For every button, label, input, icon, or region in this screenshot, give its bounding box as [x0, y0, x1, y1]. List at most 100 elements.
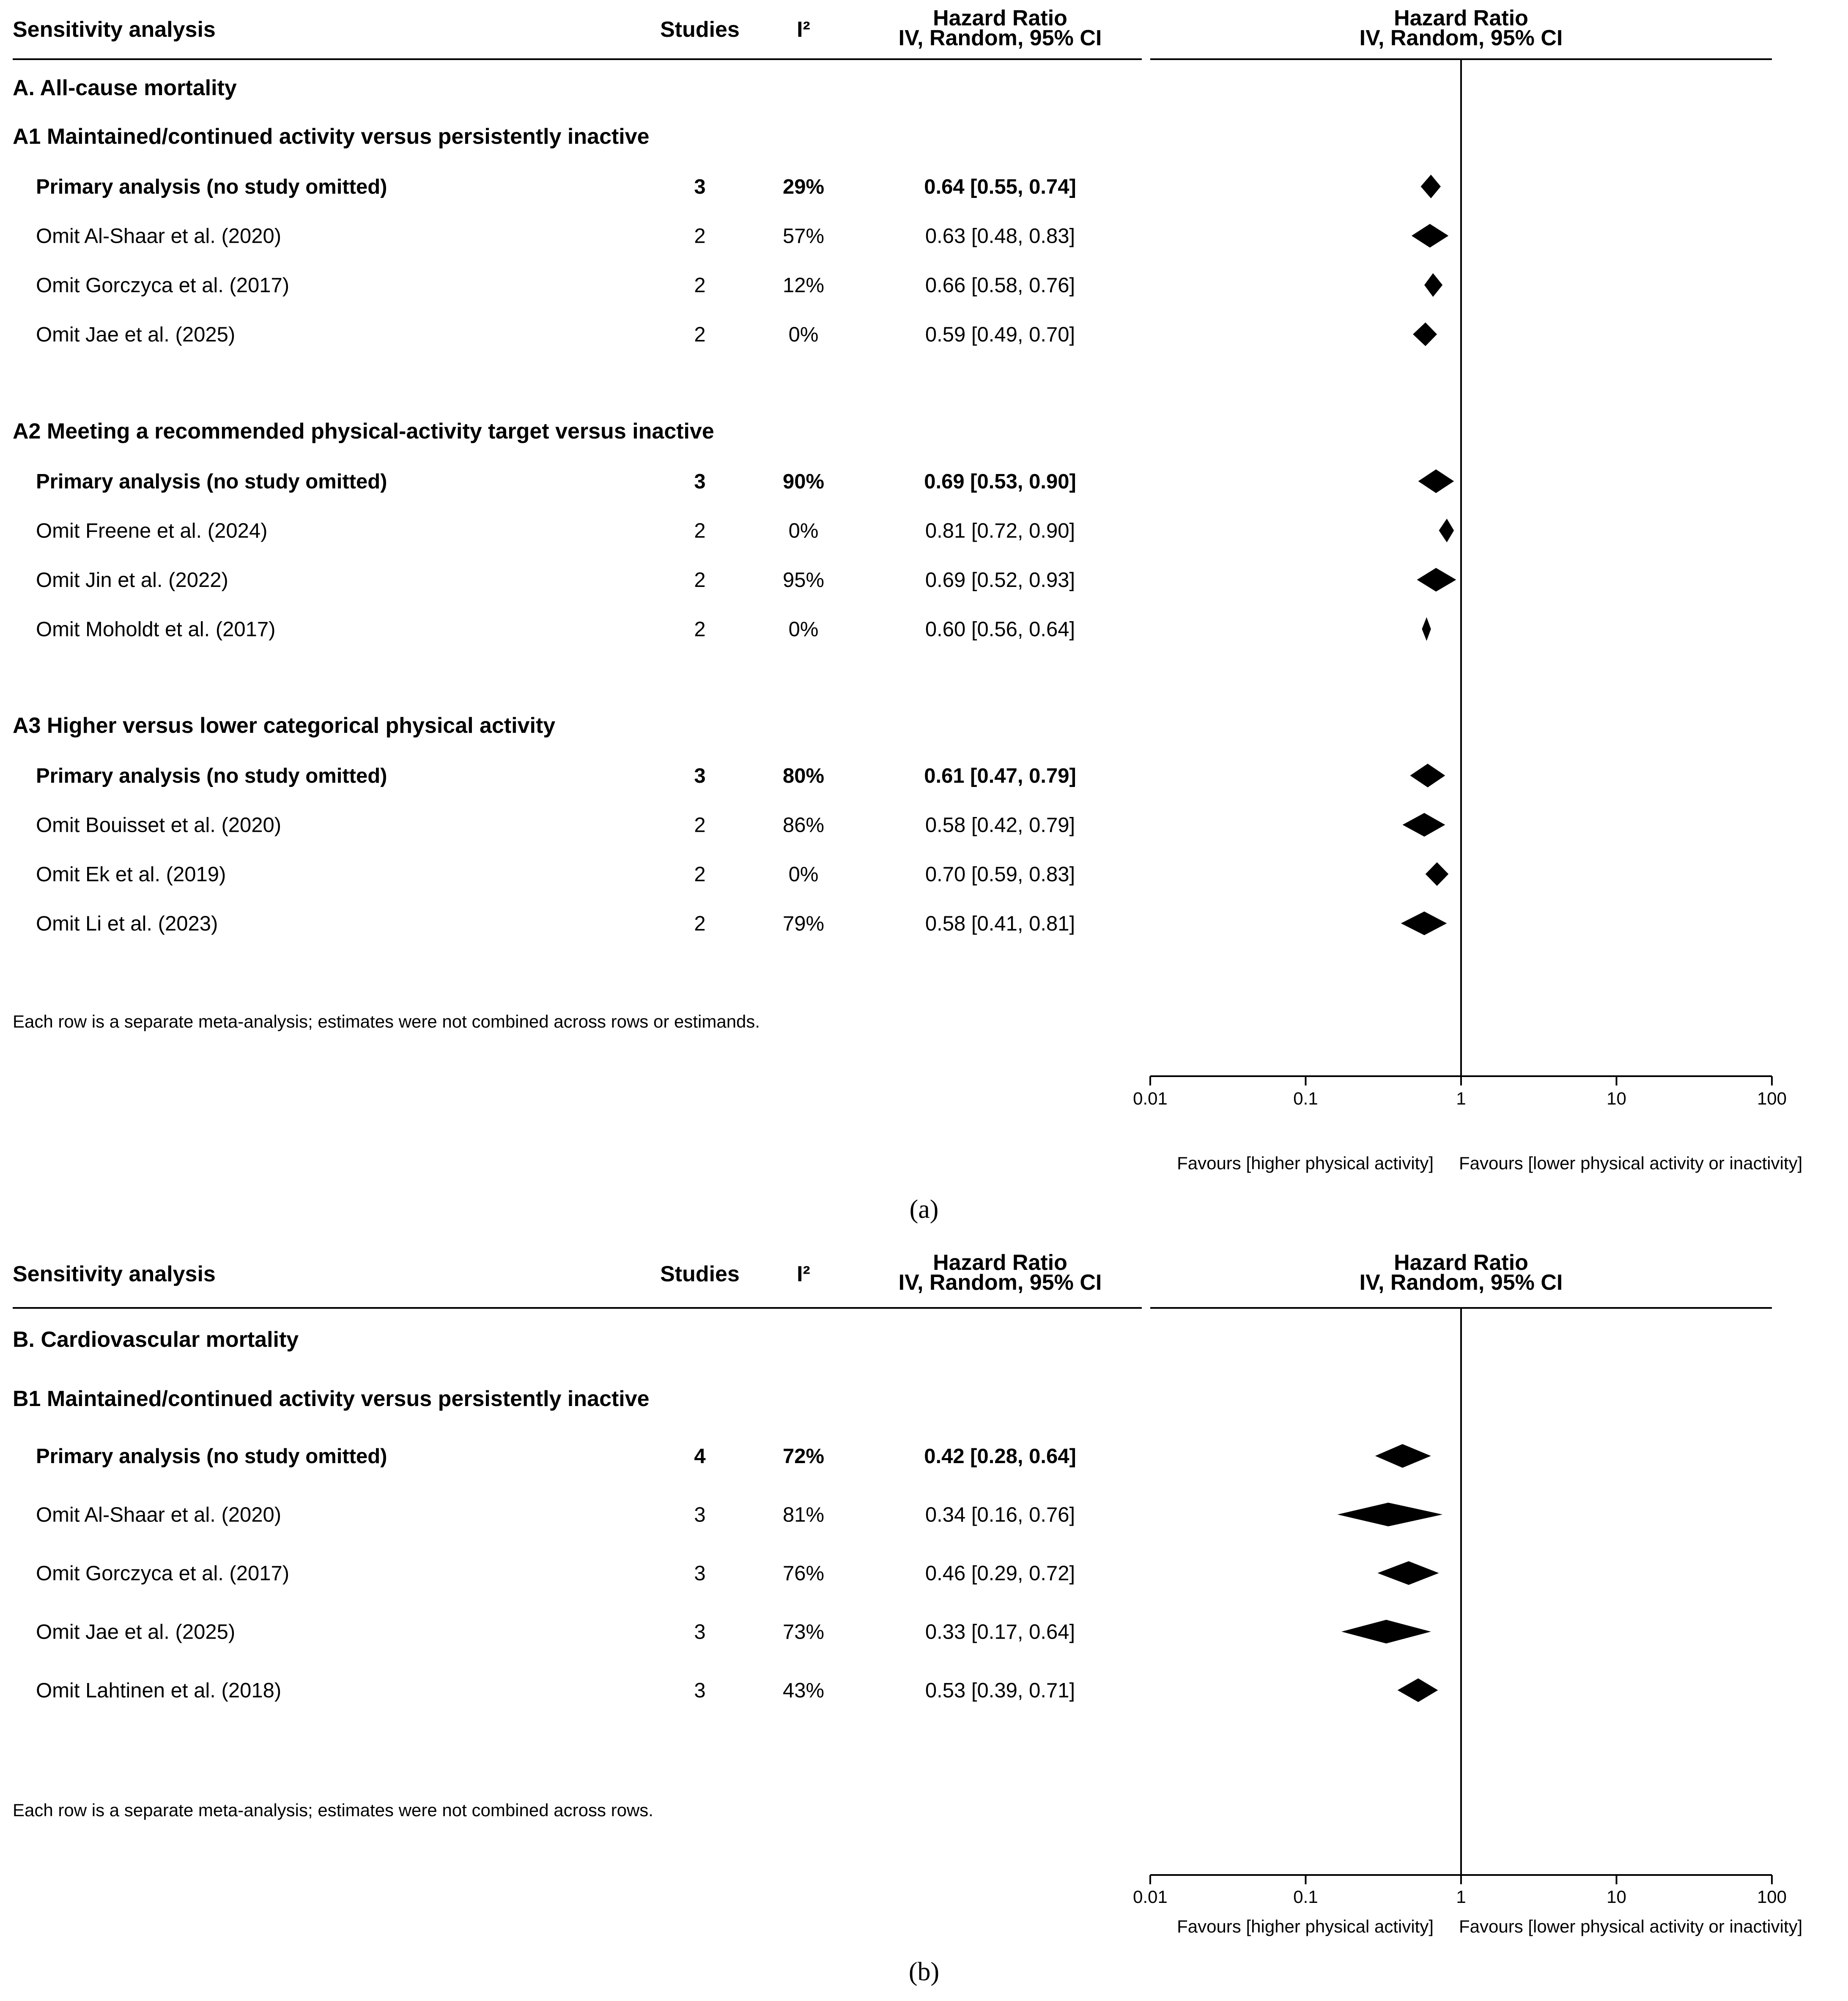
- row-studies-count: 2: [694, 323, 705, 346]
- row-studies-count: 2: [694, 225, 705, 248]
- column-header-i2: I²: [797, 17, 810, 42]
- favours-left-label: Favours [higher physical activity]: [1177, 1153, 1434, 1173]
- row-studies-count: 2: [694, 569, 705, 592]
- row-hazard-ratio-ci: 0.66 [0.58, 0.76]: [925, 274, 1075, 297]
- row-studies-count: 3: [694, 175, 705, 198]
- estimate-diamond: [1413, 322, 1437, 346]
- row-studies-count: 2: [694, 913, 705, 935]
- x-axis-tick-label: 0.1: [1293, 1088, 1318, 1108]
- row-studies-count: 3: [694, 765, 705, 787]
- row-i2-value: 81%: [783, 1504, 824, 1527]
- row-hazard-ratio-ci: 0.69 [0.53, 0.90]: [924, 470, 1076, 493]
- estimate-diamond: [1418, 469, 1454, 493]
- subgroup-title: A3 Higher versus lower categorical physi…: [13, 713, 555, 738]
- row-studies-count: 2: [694, 814, 705, 837]
- row-hazard-ratio-ci: 0.58 [0.41, 0.81]: [925, 913, 1075, 935]
- row-label: Omit Jae et al. (2025): [36, 323, 235, 346]
- row-label: Omit Freene et al. (2024): [36, 520, 267, 543]
- row-label: Omit Ek et al. (2019): [36, 863, 226, 886]
- row-hazard-ratio-ci: 0.64 [0.55, 0.74]: [924, 175, 1076, 198]
- x-axis-tick-label: 100: [1757, 1887, 1787, 1907]
- plot-header-line1: Hazard Ratio: [1394, 6, 1528, 30]
- row-i2-value: 76%: [783, 1562, 824, 1585]
- estimate-diamond: [1417, 568, 1456, 592]
- row-hazard-ratio-ci: 0.70 [0.59, 0.83]: [925, 863, 1075, 886]
- table-row: Primary analysis (no study omitted) 3 29% 0…: [36, 175, 1441, 198]
- row-hazard-ratio-ci: 0.61 [0.47, 0.79]: [924, 765, 1076, 787]
- row-i2-value: 57%: [783, 225, 824, 248]
- column-header-sensitivity: Sensitivity analysis: [13, 17, 216, 42]
- estimate-diamond: [1424, 273, 1443, 297]
- row-hazard-ratio-ci: 0.53 [0.39, 0.71]: [925, 1679, 1075, 1702]
- panel-caption: (b): [909, 1957, 939, 1986]
- row-i2-value: 79%: [783, 913, 824, 935]
- row-label: Primary analysis (no study omitted): [36, 765, 387, 787]
- row-label: Omit Bouisset et al. (2020): [36, 814, 281, 837]
- estimate-diamond: [1439, 518, 1454, 543]
- table-row: Primary analysis (no study omitted) 3 80% 0…: [36, 764, 1445, 787]
- table-row: Primary analysis (no study omitted) 3 90% 0…: [36, 469, 1454, 493]
- x-axis-tick-label: 1: [1456, 1088, 1466, 1108]
- row-label: Primary analysis (no study omitted): [36, 175, 387, 198]
- row-i2-value: 0%: [789, 520, 819, 543]
- table-row: Omit Freene et al. (2024) 2 0% 0.81 [0.72, …: [36, 518, 1454, 543]
- x-axis-tick-label: 0.1: [1293, 1887, 1318, 1907]
- row-studies-count: 4: [694, 1445, 705, 1468]
- subgroup-title: B1 Maintained/continued activity versus …: [13, 1387, 650, 1411]
- row-hazard-ratio-ci: 0.59 [0.49, 0.70]: [925, 323, 1075, 346]
- table-row: Omit Al-Shaar et al. (2020) 2 57% 0.63 [0.4…: [36, 224, 1449, 248]
- subgroup-title: A1 Maintained/continued activity versus …: [13, 124, 650, 149]
- row-hazard-ratio-ci: 0.69 [0.52, 0.93]: [925, 569, 1075, 592]
- row-i2-value: 72%: [783, 1445, 824, 1468]
- estimate-diamond: [1411, 224, 1449, 248]
- estimate-diamond: [1341, 1620, 1431, 1644]
- estimate-diamond: [1425, 862, 1449, 886]
- table-row: Omit Gorczyca et al. (2017) 2 12% 0.66 [0.5…: [36, 273, 1443, 297]
- table-row: Omit Jae et al. (2025) 2 0% 0.59 [0.49, 0.7…: [36, 322, 1437, 346]
- column-header-effect-line1: Hazard Ratio: [933, 1250, 1067, 1275]
- row-hazard-ratio-ci: 0.60 [0.56, 0.64]: [925, 618, 1075, 641]
- estimate-diamond: [1422, 617, 1431, 641]
- x-axis-tick-label: 0.01: [1133, 1088, 1168, 1108]
- row-label: Primary analysis (no study omitted): [36, 1445, 387, 1468]
- row-label: Omit Lahtinen et al. (2018): [36, 1679, 281, 1702]
- favours-left-label: Favours [higher physical activity]: [1177, 1916, 1434, 1936]
- row-i2-value: 86%: [783, 814, 824, 837]
- plot-header-line2: IV, Random, 95% CI: [1360, 1270, 1563, 1295]
- row-i2-value: 43%: [783, 1679, 824, 1702]
- row-label: Omit Li et al. (2023): [36, 913, 218, 935]
- estimate-diamond: [1401, 911, 1447, 935]
- row-label: Omit Gorczyca et al. (2017): [36, 1562, 289, 1585]
- row-studies-count: 3: [694, 1679, 705, 1702]
- row-studies-count: 2: [694, 520, 705, 543]
- row-i2-value: 29%: [783, 175, 824, 198]
- column-header-effect-line1: Hazard Ratio: [933, 6, 1067, 30]
- row-hazard-ratio-ci: 0.34 [0.16, 0.76]: [925, 1504, 1075, 1527]
- column-header-effect-line2: IV, Random, 95% CI: [899, 26, 1102, 50]
- outcome-title: A. All-cause mortality: [13, 76, 237, 100]
- panel-footnote: Each row is a separate meta-analysis; es…: [13, 1011, 760, 1031]
- table-row: Omit Gorczyca et al. (2017) 3 76% 0.46 [0.2…: [36, 1561, 1439, 1585]
- x-axis-tick-label: 10: [1607, 1088, 1626, 1108]
- estimate-diamond: [1402, 813, 1445, 837]
- panel-caption: (a): [910, 1195, 939, 1224]
- row-hazard-ratio-ci: 0.46 [0.29, 0.72]: [925, 1562, 1075, 1585]
- row-i2-value: 80%: [783, 765, 824, 787]
- row-label: Omit Jin et al. (2022): [36, 569, 228, 592]
- estimate-diamond: [1397, 1678, 1438, 1702]
- forest-panel-b: Sensitivity analysis Studies I² Hazard Rati…: [13, 1250, 1802, 1986]
- table-row: Omit Jae et al. (2025) 3 73% 0.33 [0.17, 0.…: [36, 1620, 1431, 1644]
- table-row: Omit Ek et al. (2019) 2 0% 0.70 [0.59, 0.83…: [36, 862, 1449, 886]
- row-studies-count: 3: [694, 1504, 705, 1527]
- plot-header-line2: IV, Random, 95% CI: [1360, 26, 1563, 50]
- x-axis-tick-label: 0.01: [1133, 1887, 1168, 1907]
- table-row: Omit Jin et al. (2022) 2 95% 0.69 [0.52, 0.…: [36, 568, 1456, 592]
- outcome-title: B. Cardiovascular mortality: [13, 1327, 299, 1352]
- row-hazard-ratio-ci: 0.58 [0.42, 0.79]: [925, 814, 1075, 837]
- row-studies-count: 3: [694, 1562, 705, 1585]
- subgroup-title: A2 Meeting a recommended physical-activi…: [13, 419, 714, 444]
- row-label: Omit Moholdt et al. (2017): [36, 618, 275, 641]
- row-i2-value: 90%: [783, 470, 824, 493]
- x-axis-tick-label: 10: [1607, 1887, 1626, 1907]
- row-i2-value: 95%: [783, 569, 824, 592]
